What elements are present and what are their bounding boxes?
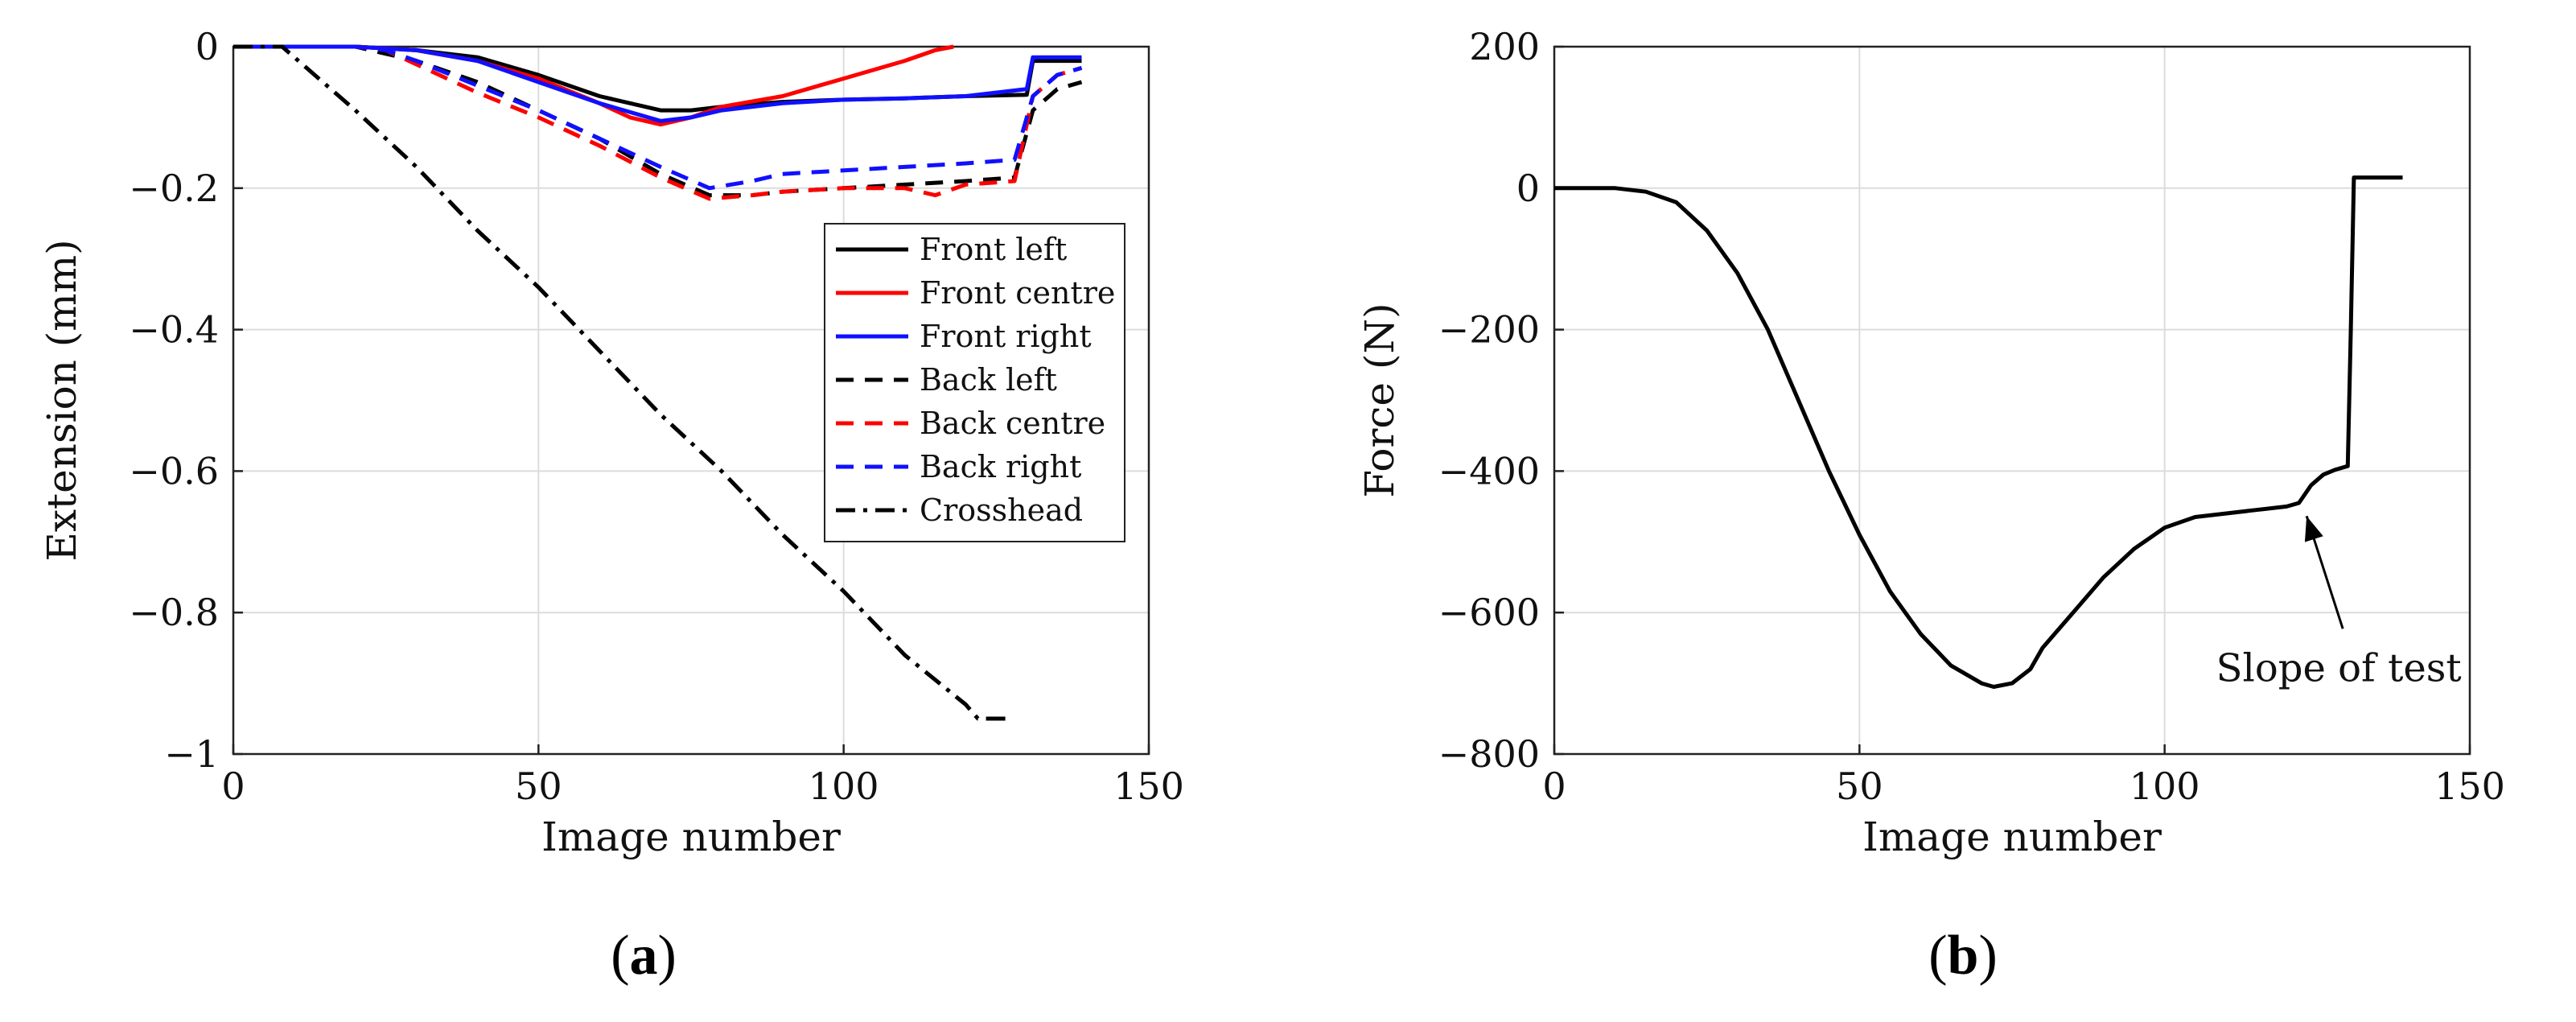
y-axis-label: Force (N) [1356, 303, 1403, 497]
legend-label: Back right [920, 449, 1081, 484]
y-tick-label: −800 [1438, 732, 1540, 776]
x-tick-label: 0 [221, 764, 245, 808]
series-line [233, 44, 1083, 201]
legend-label: Front left [920, 232, 1067, 267]
x-tick-label: 100 [809, 764, 879, 808]
series-line [233, 44, 1009, 721]
annotation-arrowhead [2304, 516, 2323, 542]
legend-label: Front centre [920, 275, 1115, 311]
series-line [233, 44, 1082, 113]
y-axis-label: Extension (mm) [39, 239, 85, 561]
x-tick-label: 50 [515, 764, 562, 808]
legend-label: Front right [920, 319, 1092, 354]
panel-label-a: (a) [611, 925, 677, 987]
legend-label: Crosshead [920, 492, 1083, 528]
y-tick-label: −0.6 [129, 449, 219, 492]
x-axis-label: Image number [1862, 814, 2162, 860]
y-tick-label: −1 [164, 732, 219, 776]
y-tick-label: −0.8 [129, 591, 219, 634]
y-tick-label: −0.2 [129, 167, 219, 210]
series-line [1554, 175, 2403, 689]
x-tick-label: 0 [1542, 764, 1566, 808]
x-tick-label: 150 [1113, 764, 1184, 808]
plot-frame [1553, 45, 2471, 756]
annotation-label: Slope of test [2216, 645, 2462, 690]
series-line [233, 44, 954, 127]
y-tick-label: 0 [195, 25, 219, 68]
y-tick-label: 0 [1516, 167, 1540, 210]
plot-frame [232, 45, 1150, 756]
y-tick-label: −600 [1438, 591, 1540, 634]
y-tick-label: −400 [1438, 449, 1540, 492]
series-line [233, 44, 1083, 191]
chart-force: 0 50 100 150 200 0 −200 −400 −600 −800 Image numbe… [1356, 25, 2505, 860]
x-tick-label: 100 [2130, 764, 2200, 808]
series-line [233, 44, 1082, 123]
legend [824, 223, 1125, 542]
chart-extension: 0 50 100 150 0 −0.2 −0.4 −0.6 −0.8 −1 Image number… [39, 25, 1184, 860]
legend-label: Back centre [920, 406, 1105, 441]
y-tick-label: −200 [1438, 308, 1540, 352]
legend-label: Back left [920, 362, 1057, 398]
x-tick-label: 150 [2434, 764, 2505, 808]
panel-label-b: (b) [1928, 925, 1998, 987]
x-tick-label: 50 [1836, 764, 1883, 808]
x-axis-label: Image number [541, 814, 841, 860]
y-tick-label: 200 [1469, 25, 1540, 68]
y-tick-label: −0.4 [129, 308, 219, 352]
